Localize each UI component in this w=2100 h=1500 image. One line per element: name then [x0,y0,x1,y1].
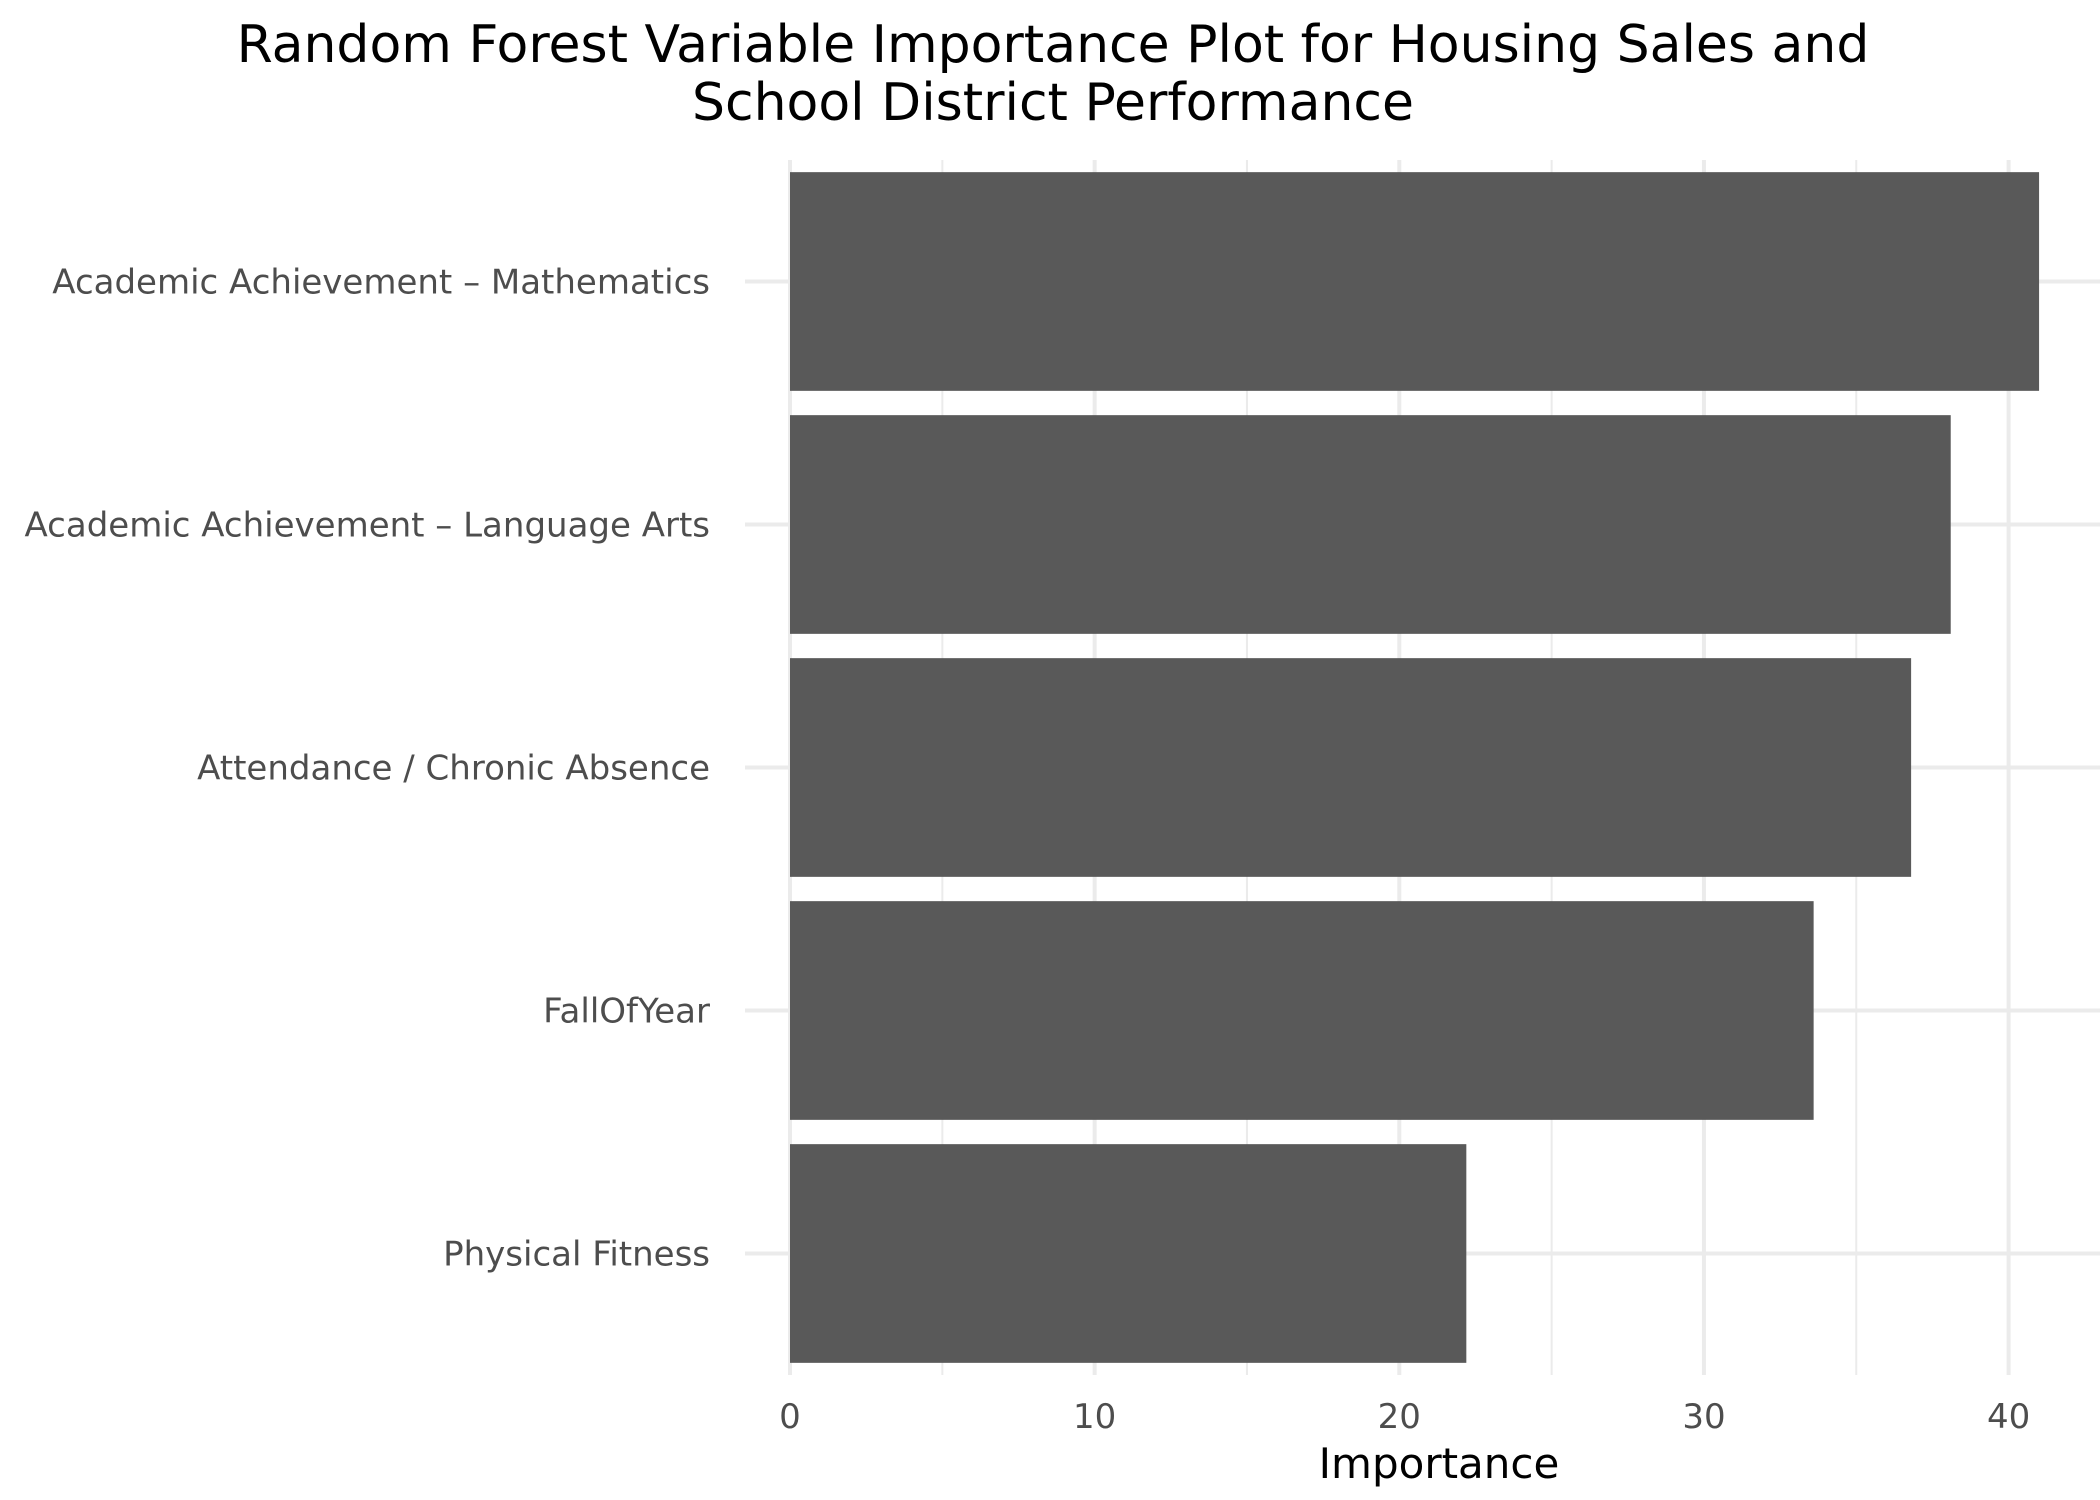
chart-title-line-1: Random Forest Variable Importance Plot f… [237,15,1870,75]
bar [790,658,1912,877]
category-label: Physical Fitness [443,1235,710,1275]
x-axis-title: Importance [1319,1439,1560,1488]
x-tick-label: 30 [1682,1397,1725,1437]
category-label: Academic Achievement – Mathematics [52,263,710,303]
category-label: FallOfYear [543,992,710,1032]
category-label: Attendance / Chronic Absence [197,749,710,789]
chart-title-line-2: School District Performance [692,73,1414,133]
bar [790,901,1814,1120]
chart-title: Random Forest Variable Importance Plot f… [237,15,1870,133]
category-label: Academic Achievement – Language Arts [25,506,710,546]
category-labels: Academic Achievement – Mathematics Academ… [25,263,710,1275]
x-tick-label: 40 [1987,1397,2030,1437]
x-tick-label: 0 [779,1397,801,1437]
x-tick-labels: 0 10 20 30 40 [779,1397,2030,1437]
bar [790,172,2040,391]
bar [790,1144,1467,1363]
bars [790,172,2040,1363]
x-tick-label: 20 [1378,1397,1421,1437]
bar [790,415,1951,634]
x-tick-label: 10 [1073,1397,1116,1437]
